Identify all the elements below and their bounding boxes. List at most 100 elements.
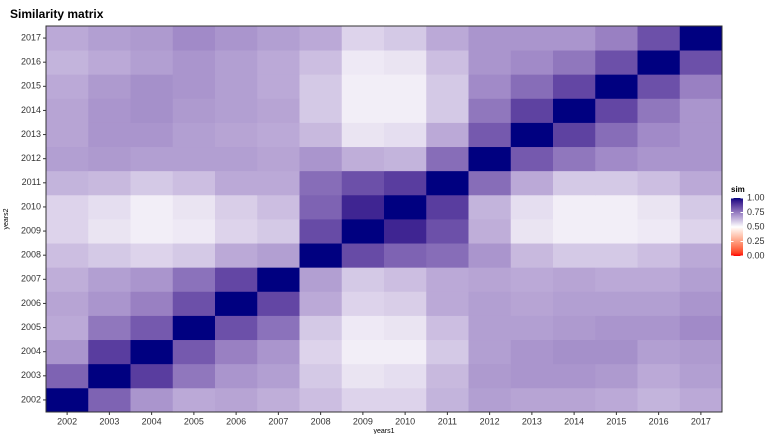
heat-cell xyxy=(426,219,469,244)
heat-cell xyxy=(46,122,89,148)
heat-cell xyxy=(341,98,385,123)
x-tick-label: 2004 xyxy=(142,416,162,426)
heat-cell xyxy=(88,170,131,196)
heat-cell xyxy=(637,50,681,75)
heat-cell xyxy=(426,50,469,75)
heat-cell xyxy=(384,194,427,220)
heat-cell xyxy=(637,170,681,196)
x-tick-label: 2009 xyxy=(353,416,373,426)
heat-cell xyxy=(553,291,596,316)
heat-cell xyxy=(88,194,131,220)
heat-cell xyxy=(341,315,385,341)
heat-cell xyxy=(510,339,554,365)
heat-cell xyxy=(130,267,174,292)
heat-cell xyxy=(510,194,554,220)
heat-cell xyxy=(172,194,216,220)
heat-cell xyxy=(88,387,131,413)
heat-cell xyxy=(172,122,216,148)
heat-cell xyxy=(637,267,681,292)
heat-cell xyxy=(426,122,469,148)
y-tick-label: 2012 xyxy=(21,153,41,163)
heat-cell xyxy=(215,194,258,220)
heat-cell xyxy=(130,170,174,196)
heat-cell xyxy=(215,339,258,365)
x-tick-label: 2011 xyxy=(438,416,457,426)
x-tick-label: 2012 xyxy=(480,416,500,426)
x-tick-label: 2015 xyxy=(606,416,626,426)
heat-cell xyxy=(468,363,512,389)
heat-cell xyxy=(553,267,596,292)
heat-cell xyxy=(426,26,469,51)
heat-cell xyxy=(257,146,300,172)
heat-cell xyxy=(299,146,343,172)
heat-cell xyxy=(468,291,512,316)
heat-cell xyxy=(468,219,512,244)
heat-cell xyxy=(468,98,512,123)
heat-cell xyxy=(215,98,258,123)
heat-cell xyxy=(468,339,512,365)
colorbar-label: 1.00 xyxy=(747,192,765,202)
heat-cell xyxy=(679,339,723,365)
heat-cell xyxy=(130,291,174,316)
heat-cell xyxy=(637,74,681,99)
heat-cell xyxy=(257,74,300,99)
heat-cell xyxy=(172,26,216,51)
heat-cell xyxy=(215,50,258,75)
heat-cell xyxy=(215,146,258,172)
heat-cell xyxy=(341,26,385,51)
heat-cell xyxy=(468,387,512,413)
heat-cell xyxy=(679,122,723,148)
heat-cell xyxy=(46,315,89,341)
heat-cell xyxy=(426,98,469,123)
heat-cell xyxy=(341,387,385,413)
y-tick-label: 2006 xyxy=(21,298,41,308)
heat-cell xyxy=(384,98,427,123)
heat-cell xyxy=(468,122,512,148)
heat-cell xyxy=(341,363,385,389)
heat-cell xyxy=(46,146,89,172)
heat-cell xyxy=(595,267,638,292)
heat-cell xyxy=(426,74,469,99)
heat-cell xyxy=(215,170,258,196)
heat-cell xyxy=(468,170,512,196)
heat-cell xyxy=(130,194,174,220)
heat-cell xyxy=(299,50,343,75)
heat-cell xyxy=(215,219,258,244)
heat-cell xyxy=(679,387,723,413)
heat-cell xyxy=(553,98,596,123)
heat-cell xyxy=(510,170,554,196)
heat-cell xyxy=(553,194,596,220)
heat-cell xyxy=(46,170,89,196)
heat-cell xyxy=(426,267,469,292)
heat-cell xyxy=(172,243,216,268)
heat-cell xyxy=(257,50,300,75)
heat-cell xyxy=(510,74,554,99)
heat-cell xyxy=(553,363,596,389)
heat-cell xyxy=(46,291,89,316)
heat-cell xyxy=(299,98,343,123)
heat-cell xyxy=(46,267,89,292)
heat-cell xyxy=(46,74,89,99)
heat-cell xyxy=(384,267,427,292)
heat-cell xyxy=(257,243,300,268)
heat-cell xyxy=(510,50,554,75)
heat-cell xyxy=(172,267,216,292)
heat-cell xyxy=(341,219,385,244)
heat-cell xyxy=(510,146,554,172)
y-tick-label: 2003 xyxy=(21,370,41,380)
heat-cell xyxy=(595,363,638,389)
heat-cell xyxy=(384,50,427,75)
heat-cell xyxy=(595,122,638,148)
heat-cell xyxy=(384,387,427,413)
heat-cell xyxy=(341,170,385,196)
heat-cell xyxy=(679,74,723,99)
heat-cell xyxy=(637,98,681,123)
heat-cell xyxy=(679,363,723,389)
heat-cell xyxy=(215,122,258,148)
heat-cell xyxy=(341,291,385,316)
heat-cell xyxy=(88,291,131,316)
heat-cell xyxy=(637,363,681,389)
heat-cell xyxy=(679,98,723,123)
heat-cell xyxy=(510,26,554,51)
heat-cell xyxy=(426,387,469,413)
